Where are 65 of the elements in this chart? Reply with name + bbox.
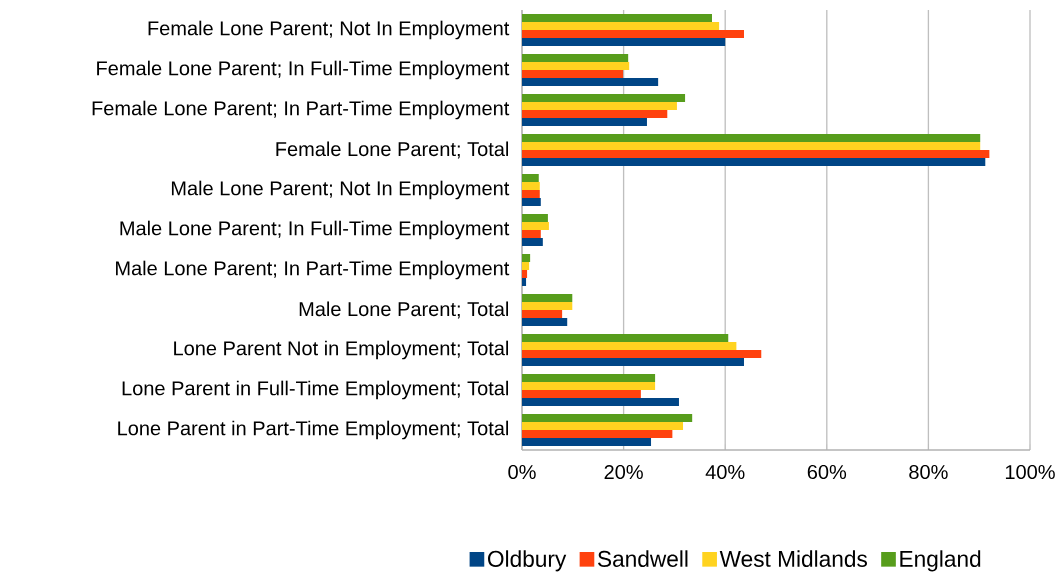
y-tick-label: Female Lone Parent; In Full-Time Employment [97, 60, 510, 80]
bar [522, 149, 990, 158]
y-tick-label: Male Lone Parent; In Part-Time Employment [116, 260, 510, 280]
bar [522, 333, 729, 342]
x-tick-label: 0% [508, 464, 536, 480]
bar [522, 389, 641, 398]
bar [522, 310, 563, 318]
bar [522, 437, 652, 446]
bar [522, 237, 543, 246]
legend-label: West Midlands [719, 550, 867, 567]
bar [522, 429, 673, 438]
x-tick-label: 20% [604, 464, 643, 480]
bar [522, 261, 530, 270]
y-tick-label: Lone Parent in Full-Time Employment; Total [122, 380, 508, 400]
bar [522, 69, 624, 78]
y-tick-label: Female Lone Parent; In Part-Time Employment [92, 100, 510, 120]
bar [522, 21, 720, 30]
bar [522, 157, 986, 166]
x-tick-label: 80% [909, 464, 948, 480]
bar [522, 222, 549, 230]
bar [522, 422, 684, 430]
bar [522, 13, 712, 22]
bar [522, 317, 568, 326]
bar [522, 133, 981, 142]
bar [522, 413, 693, 422]
bar [522, 230, 541, 238]
y-tick-label: Male Lone Parent; In Full-Time Employment [120, 220, 510, 240]
bar [522, 77, 659, 86]
y-tick-label: Male Lone Parent; Total [299, 301, 509, 319]
x-tick-label: 40% [705, 464, 745, 480]
bar [522, 62, 630, 70]
bar [522, 277, 527, 286]
bar [522, 101, 677, 110]
bar [522, 397, 679, 406]
bar [522, 189, 540, 198]
bar [522, 174, 539, 182]
y-tick-label: Lone Parent Not in Employment; Total [174, 340, 508, 360]
legend-label: England [900, 550, 981, 572]
bar [522, 373, 656, 382]
bar [522, 293, 573, 302]
legend-label: Sandwell [597, 550, 688, 567]
bar [522, 198, 541, 206]
bar [522, 213, 548, 222]
y-tick-label: Male Lone Parent; Not In Employment [171, 180, 510, 200]
bar [522, 110, 668, 118]
bar [522, 142, 981, 150]
bar [522, 94, 686, 102]
legend-label: Oldbury [488, 550, 567, 572]
bar [522, 254, 531, 262]
bar [522, 301, 573, 310]
bar [522, 181, 540, 190]
bar [522, 349, 762, 358]
y-tick-label: Lone Parent in Part-Time Employment; Total [118, 420, 509, 440]
y-tick-label: Female Lone Parent; Total [276, 141, 509, 159]
bar [522, 54, 629, 62]
bar [522, 341, 737, 350]
x-tick-label: 100% [1005, 464, 1055, 480]
bar [522, 381, 656, 390]
bar [522, 30, 744, 38]
bar [522, 118, 647, 126]
x-tick-label: 60% [807, 464, 847, 480]
bar [522, 38, 726, 46]
y-tick-label: Female Lone Parent; Not In Employment [148, 20, 510, 40]
bar [522, 357, 744, 366]
bar [522, 269, 528, 278]
